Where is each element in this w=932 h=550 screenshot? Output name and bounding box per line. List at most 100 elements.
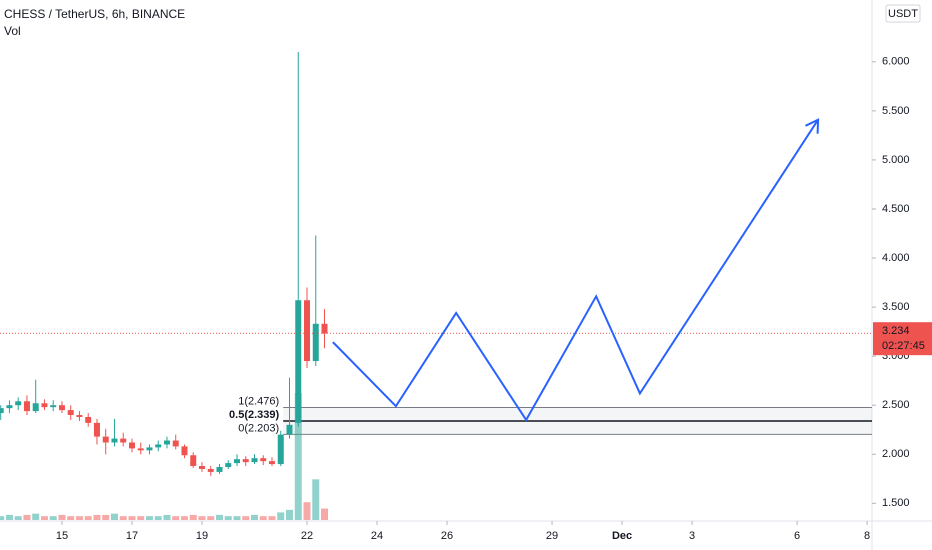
- candle-body: [321, 323, 328, 334]
- volume-bar: [128, 516, 136, 520]
- candle-body: [163, 440, 170, 445]
- y-tick-label: 4.000: [882, 252, 910, 264]
- countdown: 02:27:45: [882, 340, 925, 352]
- chart-title: CHESS / TetherUS, 6h, BINANCE: [4, 7, 185, 21]
- x-tick-label: 29: [546, 530, 558, 542]
- volume-bar: [102, 514, 110, 520]
- last-price: 3.234: [882, 325, 910, 337]
- volume-bar: [207, 516, 215, 520]
- candle-body: [277, 434, 284, 465]
- fib-label: 1(2.476): [238, 395, 279, 407]
- candle-body: [251, 458, 258, 463]
- y-tick-label: 5.500: [882, 105, 910, 117]
- candle-body: [268, 461, 275, 465]
- candle-body: [76, 415, 83, 417]
- currency-box[interactable]: [885, 4, 921, 23]
- projection-path: [332, 119, 819, 422]
- x-tick-label: 15: [56, 530, 68, 542]
- y-tick-label: 3.500: [882, 301, 910, 313]
- candle-body: [50, 405, 57, 408]
- volume-bar: [14, 516, 22, 520]
- candle-body: [6, 405, 13, 409]
- candle-body: [41, 403, 48, 408]
- candle-body: [0, 408, 4, 414]
- volume-bar: [119, 516, 127, 520]
- candle-body: [137, 448, 144, 451]
- x-tick-label: 6: [794, 530, 800, 542]
- volume-label: Vol: [4, 24, 21, 38]
- x-tick-label: 22: [301, 530, 313, 542]
- candle-body: [312, 323, 319, 362]
- candle-body: [172, 440, 179, 447]
- candle-body: [286, 424, 293, 435]
- volume-bar: [172, 516, 180, 520]
- y-tick-label: 4.500: [882, 203, 910, 215]
- y-tick-label: 2.500: [882, 399, 910, 411]
- volume-bar: [84, 516, 92, 520]
- volume-bar: [215, 514, 223, 520]
- volume-bar: [75, 516, 83, 520]
- volume-bar: [294, 393, 302, 520]
- volume-bar: [198, 516, 206, 520]
- candle-body: [190, 455, 197, 467]
- candle-body: [295, 300, 302, 423]
- volume-bar: [268, 516, 276, 520]
- volume-bar: [154, 516, 162, 520]
- volume-bar: [0, 516, 5, 520]
- candle-body: [67, 410, 74, 416]
- x-tick-label: 17: [126, 530, 138, 542]
- candle-body: [216, 467, 223, 472]
- candle-body: [32, 403, 39, 412]
- volume-bar: [312, 479, 320, 520]
- candle-body: [58, 405, 65, 411]
- volume-bar: [180, 516, 188, 520]
- candle-body: [146, 447, 153, 451]
- y-tick-label: 6.000: [882, 56, 910, 68]
- x-tick-label: Dec: [612, 530, 632, 542]
- candle-body: [93, 422, 100, 437]
- plot: 1(2.476) 0.5(2.339)0(2.203): [0, 52, 872, 520]
- candle-body: [304, 300, 311, 362]
- volume-bar: [137, 516, 145, 520]
- volume-bar: [277, 512, 285, 520]
- volume-bar: [110, 513, 118, 520]
- y-tick-label: 1.500: [882, 497, 910, 509]
- candle-body: [225, 463, 232, 468]
- candle-body: [198, 466, 205, 469]
- fib-label: 0.5(2.339): [229, 409, 279, 421]
- volume-bar: [189, 514, 197, 520]
- candle-body: [15, 401, 22, 406]
- volume-bar: [23, 514, 31, 520]
- volume-bar: [163, 514, 171, 520]
- volume-bar: [259, 516, 267, 520]
- candle-body: [233, 459, 240, 464]
- volume-bar: [321, 508, 329, 520]
- x-tick-label: 24: [371, 530, 383, 542]
- volume-bar: [32, 513, 40, 520]
- volume-bar: [250, 514, 258, 520]
- volume-bar: [40, 516, 48, 520]
- candle-body: [120, 438, 127, 443]
- candle-body: [181, 446, 188, 456]
- fib-label: 0(2.203): [238, 422, 279, 434]
- arrow-head: [805, 118, 820, 134]
- x-tick-label: 8: [864, 530, 870, 542]
- volume-bar: [58, 514, 66, 520]
- candle-body: [260, 458, 267, 462]
- currency: USDT: [888, 8, 918, 20]
- candle-body: [102, 436, 109, 443]
- candle-body: [111, 438, 118, 443]
- volume-bar: [145, 516, 153, 520]
- candle-body: [85, 416, 92, 423]
- y-tick-label: 2.000: [882, 448, 910, 460]
- y-tick-label: 5.000: [882, 154, 910, 166]
- candle-body: [23, 401, 30, 412]
- candle-body: [242, 459, 249, 463]
- volume-bar: [49, 516, 57, 520]
- x-tick-label: 3: [689, 530, 695, 542]
- volume-bar: [5, 514, 13, 520]
- volume-bar: [303, 502, 311, 520]
- last-price-box: [873, 322, 932, 356]
